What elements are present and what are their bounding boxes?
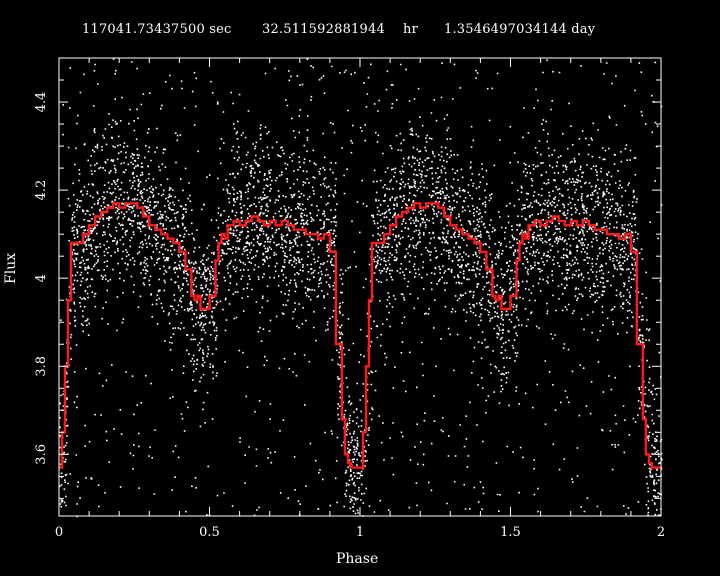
binned-curve-cycle-1 <box>59 202 360 469</box>
y-tick-label: 4.2 <box>34 180 49 201</box>
x-tick-label: 1 <box>356 525 364 540</box>
x-tick-label: 0 <box>55 525 63 540</box>
period-hours: 32.511592881944 <box>262 22 385 37</box>
tick-labels: 0 0.5 1 1.5 2 3.6 3.8 4 4.2 4.4 <box>34 92 665 540</box>
y-tick-label: 4.4 <box>34 92 49 113</box>
x-tick-label: 2 <box>657 525 665 540</box>
binned-curve-layer <box>59 202 661 469</box>
x-tick-label: 0.5 <box>199 525 220 540</box>
axes-frame <box>58 57 662 517</box>
y-tick-label: 3.6 <box>34 444 49 465</box>
x-tick-label: 1.5 <box>500 525 521 540</box>
y-tick-label: 3.8 <box>34 356 49 377</box>
period-days: 1.3546497034144 day <box>444 22 596 37</box>
y-axis-label: Flux <box>3 252 19 284</box>
binned-curve-cycle-2 <box>360 202 661 469</box>
hours-unit: hr <box>403 22 418 37</box>
scatter-point-cloud <box>59 58 663 518</box>
period-seconds: 117041.73437500 sec <box>82 22 232 37</box>
x-axis-label: Phase <box>336 551 379 567</box>
scatter-points <box>59 58 663 518</box>
chart-title: 117041.73437500 sec 32.511592881944 hr 1… <box>0 22 720 42</box>
y-tick-label: 4 <box>34 274 49 282</box>
scatter-points-layer <box>59 58 663 518</box>
